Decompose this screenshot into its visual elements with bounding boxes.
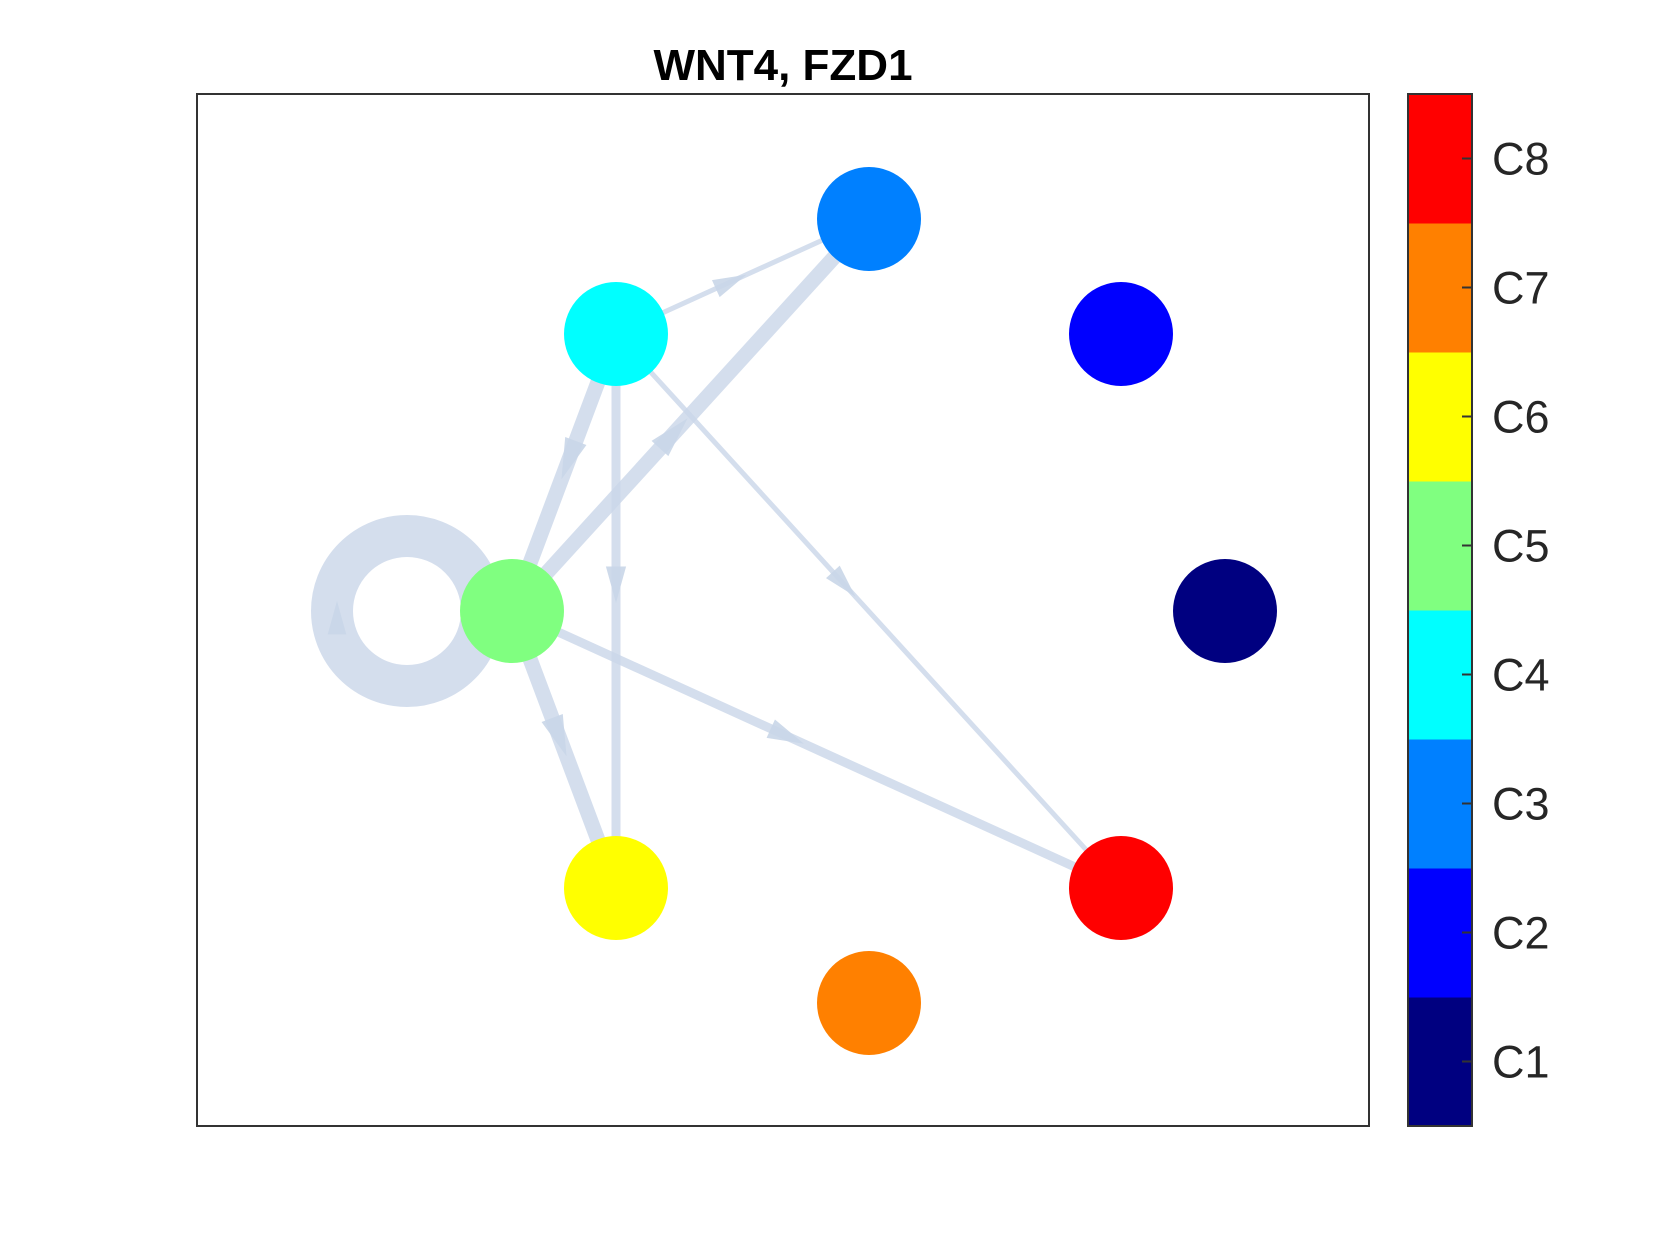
colorbar-label-c1: C1	[1492, 1037, 1550, 1088]
colorbar-segment-c6	[1408, 352, 1472, 482]
edge-c5-to-c6-arrowhead	[541, 714, 567, 757]
edge-c4-to-c6-arrowhead	[605, 566, 627, 603]
colorbar: C1 C2 C3 C4 C5 C6 C7 C8	[1407, 93, 1550, 1127]
edge-c4-to-c3-arrowhead	[711, 274, 747, 298]
edge-c5-to-c5-arrowhead	[327, 601, 347, 635]
edges-layer	[311, 211, 1126, 896]
colorbar-segment-c7	[1408, 223, 1472, 353]
colorbar-label-c3: C3	[1492, 779, 1550, 830]
edge-c4-to-c8	[613, 331, 1124, 891]
edge-c5-to-c5	[311, 515, 503, 707]
node-c5	[460, 559, 564, 663]
colorbar-segment-c5	[1408, 481, 1472, 611]
colorbar-label-c4: C4	[1492, 650, 1550, 701]
colorbar-segment-c8	[1408, 94, 1472, 224]
colorbar-segment-c1	[1408, 997, 1472, 1127]
node-c4	[564, 282, 668, 386]
node-c1	[1173, 559, 1277, 663]
colorbar-frame	[1407, 93, 1473, 1127]
colorbar-segment-c4	[1408, 610, 1472, 740]
nodes-layer	[460, 167, 1277, 1055]
edge-c5-to-c8-arrowhead	[766, 719, 804, 744]
node-c2	[1069, 282, 1173, 386]
colorbar-label-c2: C2	[1492, 908, 1550, 959]
colorbar-label-c7: C7	[1492, 263, 1550, 314]
figure-title: WNT4, FZD1	[653, 41, 912, 90]
plot-axes-box	[196, 93, 1370, 1127]
edge-c5-to-c8	[507, 606, 1126, 893]
colorbar-label-c5: C5	[1492, 521, 1550, 572]
node-c7	[817, 951, 921, 1055]
edge-c5-to-c3-arrowhead	[651, 418, 688, 457]
node-c6	[564, 836, 668, 940]
colorbar-segment-c2	[1408, 868, 1472, 998]
colorbar-label-c6: C6	[1492, 392, 1550, 443]
colorbar-segment-c3	[1408, 739, 1472, 869]
edge-c4-to-c5-arrowhead	[561, 437, 587, 480]
colorbar-label-c8: C8	[1492, 134, 1550, 185]
node-c3	[817, 167, 921, 271]
edge-c4-to-c8-arrowhead	[826, 565, 856, 597]
node-c8	[1069, 836, 1173, 940]
